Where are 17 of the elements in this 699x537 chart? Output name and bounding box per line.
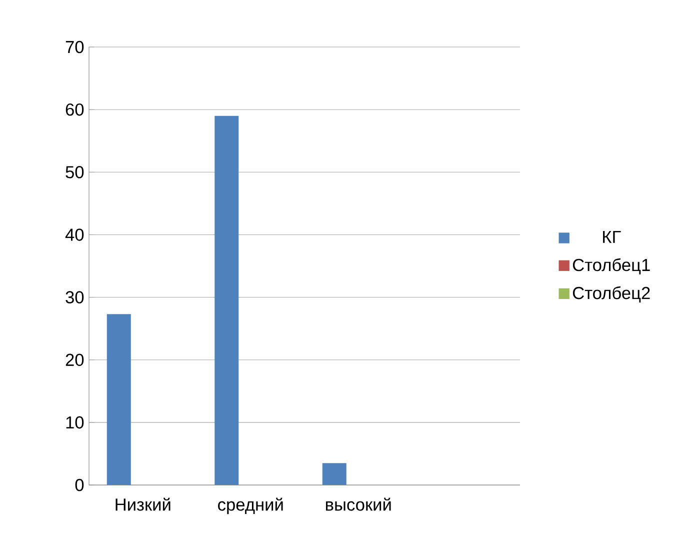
legend-label: Столбец1 [572, 258, 650, 274]
y-tick-label: 40 [65, 228, 84, 241]
y-tick-label: 10 [66, 416, 84, 429]
y-tick-label: 0 [75, 478, 84, 492]
x-tick-label: средний [218, 498, 283, 514]
legend-label: Столбец2 [572, 286, 650, 302]
y-tick-label: 20 [66, 354, 84, 366]
bar [322, 463, 346, 486]
y-tick-label: 70 [66, 40, 84, 54]
bar [214, 116, 239, 486]
bar [106, 314, 131, 486]
x-tick-label: высокий [326, 498, 391, 511]
y-tick-label: 50 [66, 166, 84, 178]
y-tick-label: 30 [66, 291, 84, 304]
legend-label: КГ [603, 230, 621, 243]
y-tick-label: 60 [66, 103, 84, 116]
x-tick-label: Низкий [116, 498, 170, 511]
